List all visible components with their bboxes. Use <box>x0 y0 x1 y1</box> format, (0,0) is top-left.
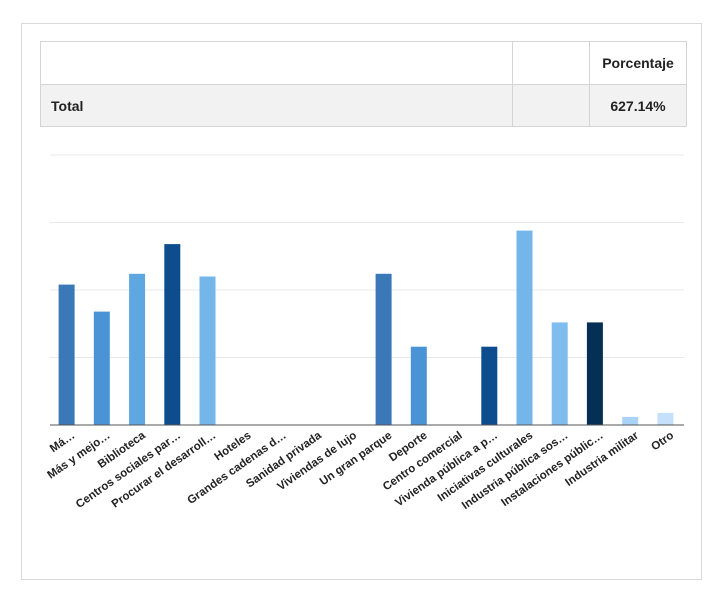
bar[interactable] <box>410 346 427 425</box>
bar[interactable] <box>657 412 674 425</box>
summary-table: Porcentaje Total 627.14% <box>40 41 687 127</box>
bar[interactable] <box>516 230 533 425</box>
bar[interactable] <box>199 276 216 426</box>
chart-bars <box>58 230 674 426</box>
bar[interactable] <box>622 416 639 425</box>
total-value: 627.14% <box>589 84 687 127</box>
bar[interactable] <box>551 322 568 425</box>
total-blank <box>512 84 590 127</box>
bar[interactable] <box>93 311 110 425</box>
bar[interactable] <box>481 346 498 425</box>
bar[interactable] <box>375 273 392 425</box>
table-total-row: Total 627.14% <box>40 84 687 127</box>
bar[interactable] <box>129 273 146 425</box>
table-header-blank <box>512 41 590 85</box>
total-label: Total <box>40 84 513 127</box>
x-tick-label: Otro <box>649 430 676 454</box>
bar[interactable] <box>586 322 603 425</box>
bar[interactable] <box>164 244 181 425</box>
bar[interactable] <box>58 284 75 425</box>
table-header-label <box>40 41 513 85</box>
